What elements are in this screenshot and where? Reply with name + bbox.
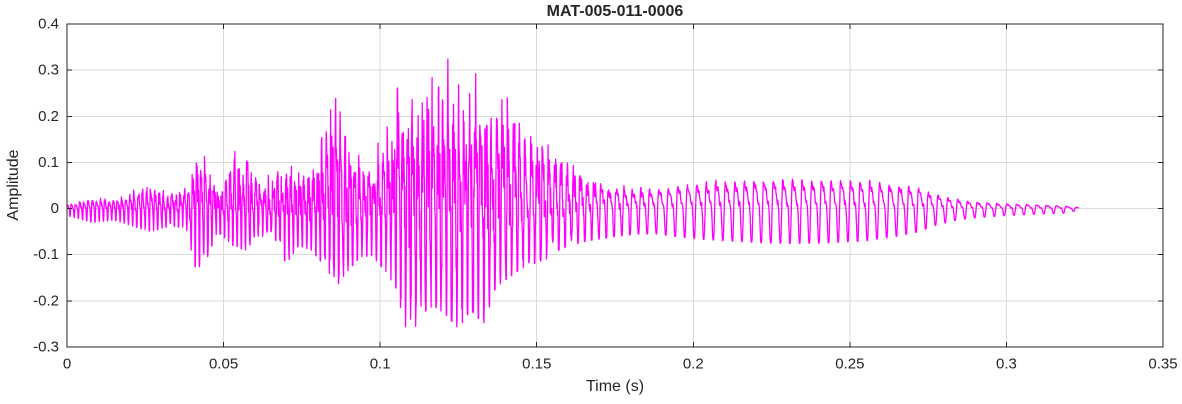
x-tick-label: 0.05 [209, 355, 238, 372]
x-tick-label: 0.1 [370, 355, 391, 372]
y-tick-label: -0.1 [33, 246, 59, 263]
y-tick-label: 0.2 [38, 108, 59, 125]
x-tick-label: 0.35 [1148, 355, 1177, 372]
waveform-line [66, 58, 1080, 328]
y-tick-label: 0.4 [38, 16, 59, 33]
x-tick-label: 0.2 [683, 355, 704, 372]
y-tick-label: 0.1 [38, 154, 59, 171]
y-tick-label: -0.3 [33, 339, 59, 356]
y-tick-label: -0.2 [33, 292, 59, 309]
y-tick-label: 0.3 [38, 62, 59, 79]
x-axis-label: Time (s) [585, 378, 645, 395]
plot-title: MAT-005-011-0006 [546, 3, 684, 20]
x-tick-label: 0.3 [996, 355, 1017, 372]
y-tick-label: 0 [51, 200, 59, 217]
x-tick-label: 0 [63, 355, 71, 372]
x-tick-label: 0.25 [835, 355, 864, 372]
x-tick-label: 0.15 [522, 355, 551, 372]
axis-box [66, 23, 1164, 348]
